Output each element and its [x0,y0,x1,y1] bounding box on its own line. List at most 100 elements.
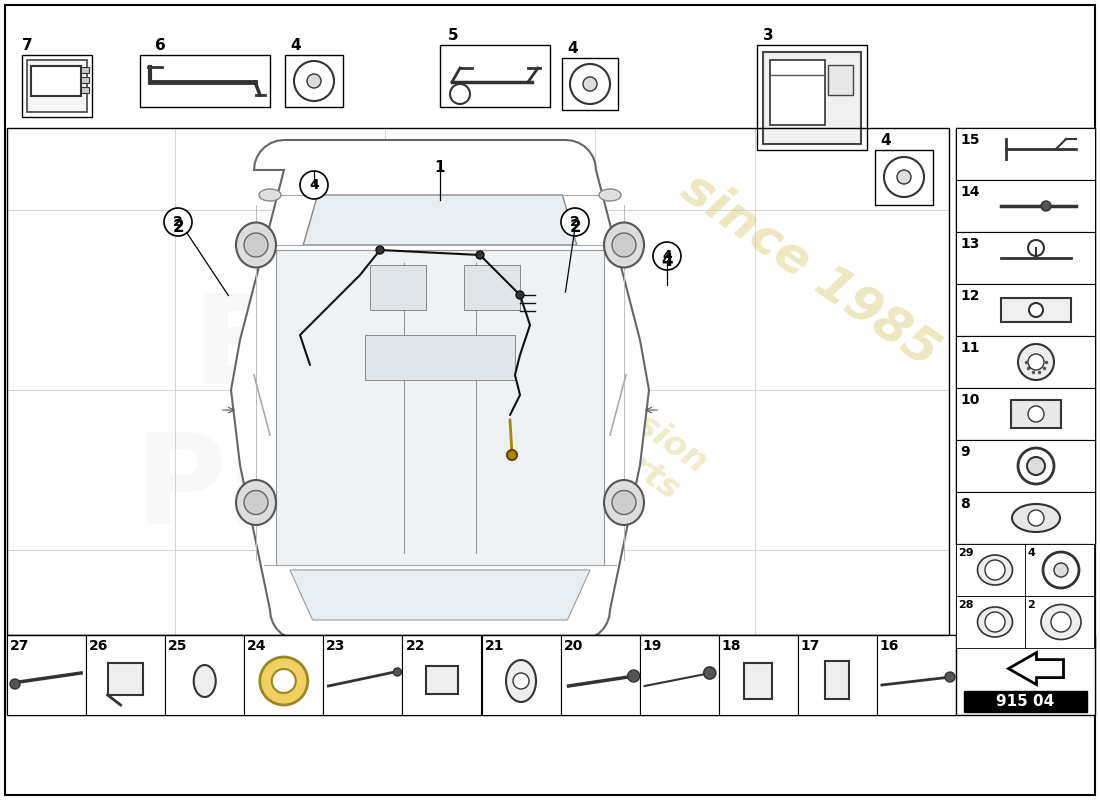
Circle shape [612,233,636,257]
Circle shape [10,679,20,689]
Text: 22: 22 [406,639,425,653]
Bar [165,635,244,715]
Bar [825,661,849,699]
Text: 11: 11 [960,341,979,355]
Text: 21: 21 [484,639,504,653]
Bar [561,635,640,715]
Bar [1011,400,1062,428]
Text: 9: 9 [960,445,969,459]
Bar [403,635,482,715]
Circle shape [945,672,955,682]
Text: 12: 12 [960,289,979,303]
Circle shape [516,291,524,299]
Bar [285,55,343,107]
Circle shape [1028,354,1044,370]
Circle shape [376,246,384,254]
Text: 15: 15 [960,133,979,147]
Circle shape [476,251,484,259]
Text: 3: 3 [763,28,773,43]
Bar [1025,544,1094,596]
Bar [956,635,1094,715]
Bar [956,180,1094,232]
Text: 20: 20 [563,639,583,653]
Bar [956,128,1094,180]
Bar [798,635,877,715]
Bar [7,128,949,635]
Text: 2: 2 [569,218,581,236]
Text: 2: 2 [173,215,183,229]
Circle shape [1028,510,1044,526]
Text: 29: 29 [958,548,974,558]
Bar [877,635,956,715]
Text: 5: 5 [448,28,459,43]
Circle shape [704,667,716,679]
Text: 7: 7 [22,38,33,53]
Ellipse shape [258,189,280,201]
Circle shape [307,74,321,88]
Circle shape [1018,448,1054,484]
Text: 17: 17 [801,639,821,653]
Bar [426,666,458,694]
Bar [956,544,1094,596]
Polygon shape [304,195,576,245]
Text: 915 04: 915 04 [997,694,1055,709]
Circle shape [1050,612,1071,632]
Text: 4: 4 [662,249,672,263]
Bar [22,55,92,117]
Bar [86,635,165,715]
Text: 1: 1 [434,160,446,175]
Bar [7,635,956,715]
Text: a passion
for parts: a passion for parts [527,350,714,510]
Bar [7,635,86,715]
Circle shape [1043,552,1079,588]
Bar [874,150,933,205]
Bar [956,596,1094,648]
Text: 4: 4 [290,38,300,53]
Circle shape [244,490,268,514]
Bar [28,60,87,112]
Polygon shape [231,140,649,640]
Bar [956,596,1025,648]
Text: 6: 6 [155,38,166,53]
Circle shape [896,170,911,184]
Bar [956,336,1094,388]
Bar [745,663,772,699]
Circle shape [1018,344,1054,380]
Bar [956,232,1094,284]
Circle shape [507,450,517,460]
Bar [81,77,89,83]
Text: 4: 4 [661,252,673,270]
Bar [956,544,1025,596]
Circle shape [244,233,268,257]
Ellipse shape [1041,605,1081,639]
Text: since 1985: since 1985 [672,164,947,376]
Circle shape [884,157,924,197]
Bar [81,87,89,93]
Text: 14: 14 [960,185,979,199]
Bar [757,45,867,150]
Ellipse shape [604,222,644,267]
Bar [1001,298,1071,322]
Circle shape [628,670,640,682]
Bar [31,66,81,96]
Circle shape [653,242,681,270]
Text: 25: 25 [168,639,188,653]
Bar [770,60,825,125]
Bar [140,55,270,107]
Bar [956,284,1094,336]
Circle shape [984,560,1005,580]
Circle shape [294,61,334,101]
Text: 26: 26 [89,639,109,653]
Bar [370,265,426,310]
Circle shape [1054,563,1068,577]
Bar [440,45,550,107]
Text: 10: 10 [960,393,979,407]
Polygon shape [290,570,590,620]
Circle shape [1028,240,1044,256]
Bar [365,335,515,380]
Bar [108,663,143,695]
Text: 27: 27 [10,639,30,653]
Text: 19: 19 [642,639,662,653]
Circle shape [513,673,529,689]
FancyArrow shape [1009,653,1064,685]
